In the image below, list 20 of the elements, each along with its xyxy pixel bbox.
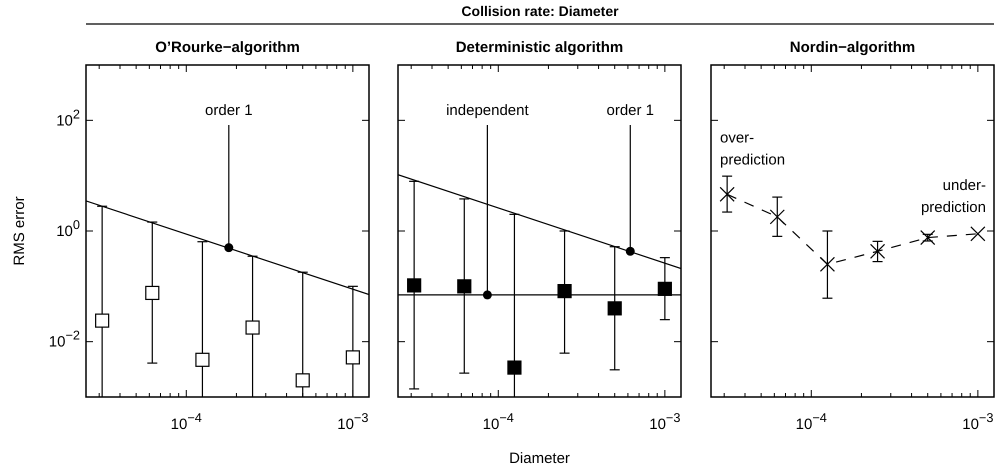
x-tick-label: 10$^{−3}$ [649, 410, 680, 433]
annotation: independent [446, 102, 530, 119]
x-tick-label: 10$^{−4}$ [170, 410, 202, 433]
x-tick-label: 10$^{−3}$ [962, 410, 994, 433]
annotation: order 1 [606, 102, 654, 119]
annotation: under- prediction [920, 176, 986, 216]
x-tick-label: 10$^{−4}$ [482, 410, 514, 433]
y-tick-label: 10$^{2}$ [56, 106, 80, 130]
chart-title: Nordin−algorithm [790, 39, 916, 56]
chart-title: Deterministic algorithm [456, 39, 624, 56]
x-tick-label: 10$^{−3}$ [337, 410, 368, 433]
y-tick-label: 10$^{−2}$ [48, 327, 80, 351]
x-axis-title: Diameter [509, 450, 570, 467]
annotation: order 1 [205, 102, 253, 119]
text: Collision rate: Diameter [461, 3, 620, 19]
annotation: over- prediction [720, 129, 786, 168]
x-tick-label: 10$^{−4}$ [796, 410, 827, 433]
y-tick-label: 10$^{0}$ [56, 216, 80, 240]
chart-title: O’Rourke−algorithm [155, 39, 300, 56]
y-axis-title: RMS error [11, 196, 28, 266]
